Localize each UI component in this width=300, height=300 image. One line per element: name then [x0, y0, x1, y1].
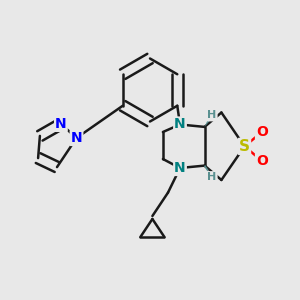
Text: S: S: [239, 139, 250, 154]
Text: O: O: [256, 154, 268, 168]
Text: N: N: [71, 131, 82, 145]
Polygon shape: [205, 114, 215, 127]
Text: O: O: [256, 125, 268, 139]
Text: N: N: [55, 117, 67, 131]
Text: H: H: [208, 172, 217, 182]
Text: H: H: [208, 110, 217, 121]
Text: N: N: [174, 118, 186, 131]
Text: N: N: [174, 161, 186, 175]
